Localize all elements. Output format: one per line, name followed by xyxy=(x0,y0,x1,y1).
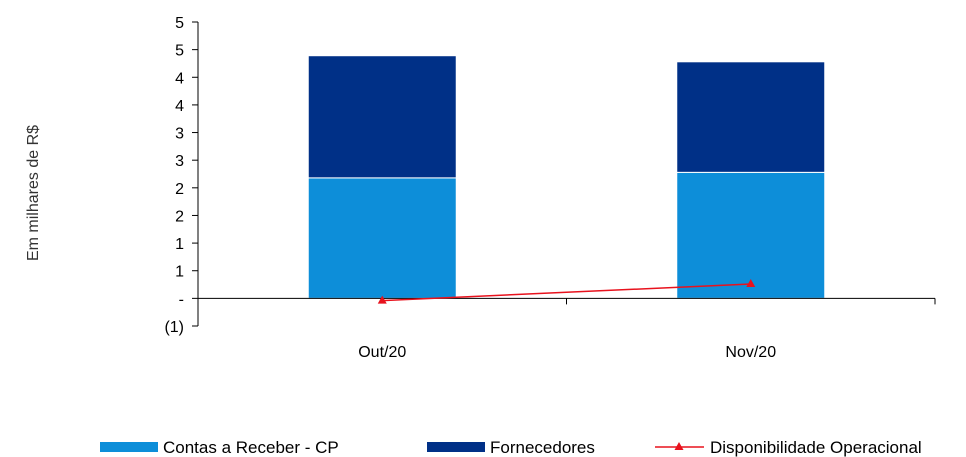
y-tick-label: 2 xyxy=(175,208,184,225)
y-tick-label: - xyxy=(179,291,184,308)
y-tick-label: 5 xyxy=(175,43,184,60)
legend-label-1: Fornecedores xyxy=(490,438,595,457)
y-tick-label: 3 xyxy=(175,126,184,143)
bar-fornecedores-0 xyxy=(307,55,457,179)
legend-marker xyxy=(674,442,684,450)
y-tick-label: 1 xyxy=(175,236,184,253)
y-tick-label: 4 xyxy=(175,70,184,87)
line-series-layer xyxy=(377,278,756,304)
x-category-label: Nov/20 xyxy=(725,344,776,361)
bar-contas-receber-1 xyxy=(676,171,826,299)
x-category-label: Out/20 xyxy=(358,344,406,361)
line-marker-1 xyxy=(746,278,756,287)
line-marker-0 xyxy=(377,295,387,304)
y-tick-label: 5 xyxy=(175,15,184,32)
legend-label-0: Contas a Receber - CP xyxy=(163,438,339,457)
y-tick-label: 4 xyxy=(175,98,184,115)
y-tick-label: 1 xyxy=(175,264,184,281)
axes-layer: (1) - 1 1 2 2 3 3 4 4 5 5 Out/20 Nov/20 xyxy=(164,15,936,361)
y-tick-label: 2 xyxy=(175,181,184,198)
y-tick-label: 3 xyxy=(175,153,184,170)
legend-swatch-1 xyxy=(427,442,485,452)
legend-swatch-0 xyxy=(100,442,158,452)
y-tick-label: (1) xyxy=(164,319,184,336)
legend: Contas a Receber - CP Fornecedores Disponi… xyxy=(100,438,922,457)
legend-label-2: Disponibilidade Operacional xyxy=(710,438,922,457)
bars-layer xyxy=(307,55,826,299)
bar-contas-receber-0 xyxy=(307,177,457,299)
y-axis-title: Em milhares de R$ xyxy=(25,125,42,261)
line-disponibilidade xyxy=(382,283,751,302)
bar-fornecedores-1 xyxy=(676,61,826,173)
